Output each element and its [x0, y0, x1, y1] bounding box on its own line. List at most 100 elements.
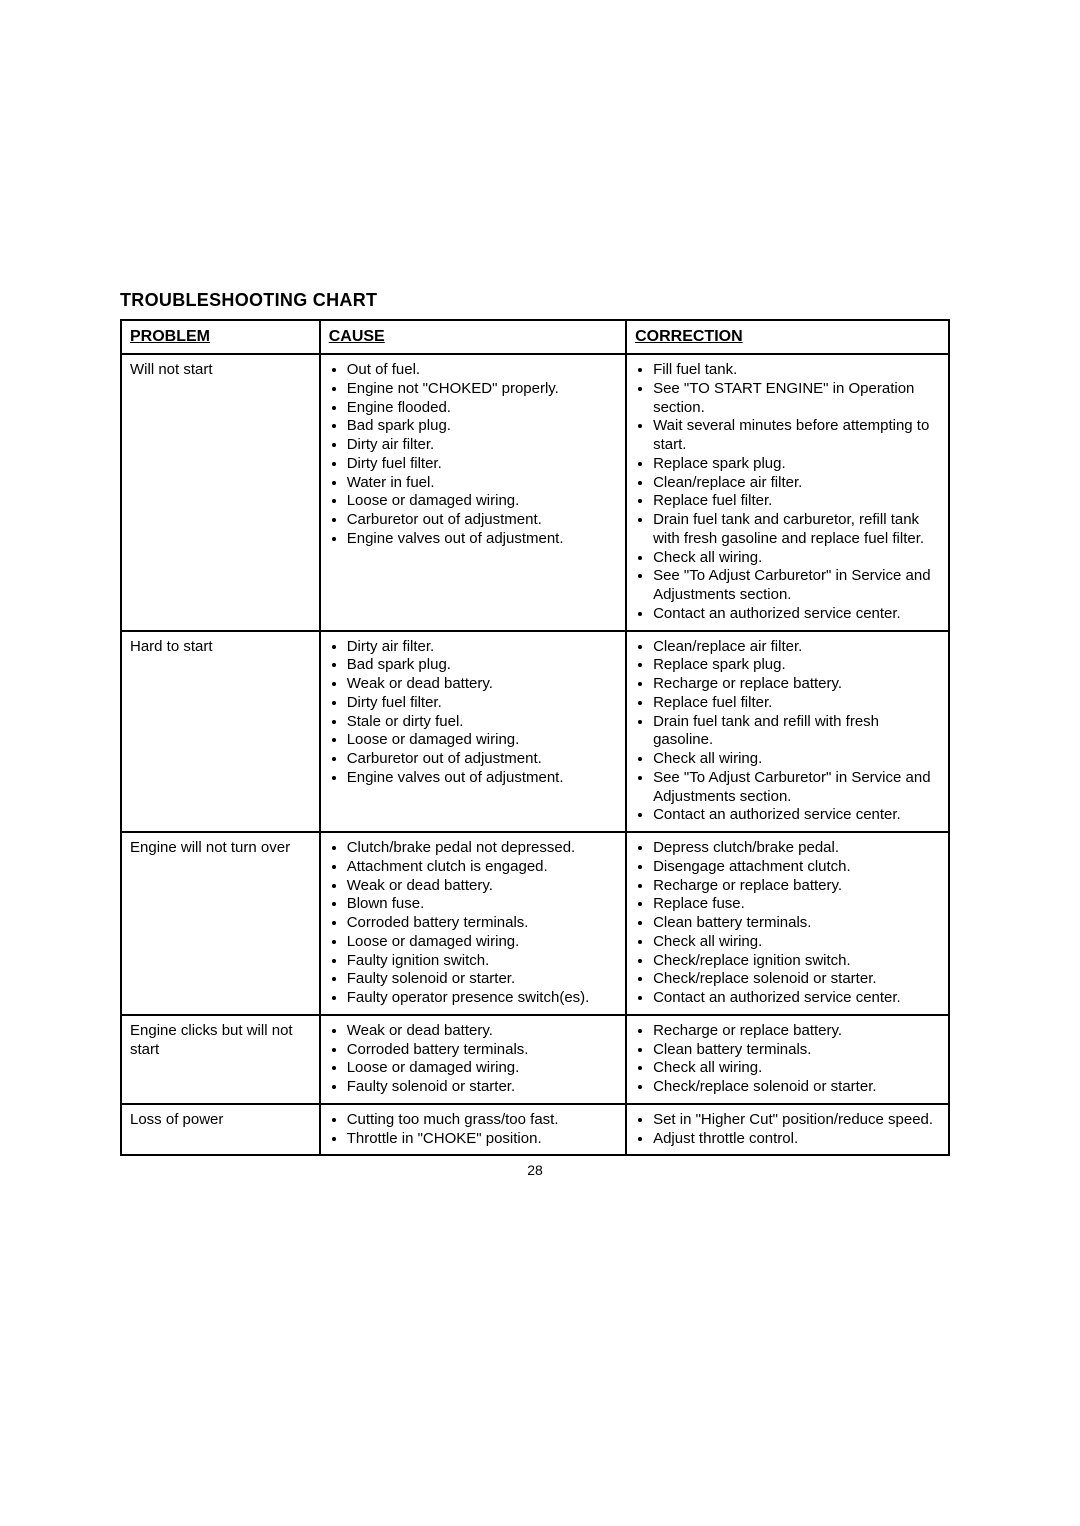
- correction-item: See "TO START ENGINE" in Operation secti…: [653, 380, 940, 418]
- correction-item: Check all wiring.: [653, 750, 940, 769]
- cause-item: Bad spark plug.: [347, 656, 617, 675]
- correction-list: Fill fuel tank.See "TO START ENGINE" in …: [635, 361, 940, 624]
- correction-item: Check/replace ignition switch.: [653, 952, 940, 971]
- cause-item: Weak or dead battery.: [347, 1022, 617, 1041]
- cause-item: Throttle in "CHOKE" position.: [347, 1130, 617, 1149]
- cause-cell: Out of fuel.Engine not "CHOKED" properly…: [320, 354, 626, 631]
- cause-item: Dirty air filter.: [347, 436, 617, 455]
- correction-item: Clean battery terminals.: [653, 914, 940, 933]
- cause-item: Engine valves out of adjustment.: [347, 530, 617, 549]
- correction-cell: Depress clutch/brake pedal.Disengage att…: [626, 832, 949, 1015]
- cause-item: Engine valves out of adjustment.: [347, 769, 617, 788]
- troubleshooting-table: PROBLEM CAUSE CORRECTION Will not start O…: [120, 319, 950, 1156]
- correction-item: Check all wiring.: [653, 549, 940, 568]
- correction-item: Clean/replace air filter.: [653, 638, 940, 657]
- cause-item: Faulty ignition switch.: [347, 952, 617, 971]
- cause-item: Dirty fuel filter.: [347, 694, 617, 713]
- table-header-row: PROBLEM CAUSE CORRECTION: [121, 320, 949, 354]
- cause-item: Faulty operator presence switch(es).: [347, 989, 617, 1008]
- cause-item: Corroded battery terminals.: [347, 914, 617, 933]
- correction-item: Check/replace solenoid or starter.: [653, 1078, 940, 1097]
- cause-cell: Cutting too much grass/too fast.Throttle…: [320, 1104, 626, 1156]
- cause-list: Clutch/brake pedal not depressed.Attachm…: [329, 839, 617, 1008]
- header-problem: PROBLEM: [121, 320, 320, 354]
- table-row: Will not start Out of fuel.Engine not "CH…: [121, 354, 949, 631]
- cause-item: Dirty fuel filter.: [347, 455, 617, 474]
- cause-item: Out of fuel.: [347, 361, 617, 380]
- problem-label: Loss of power: [130, 1111, 223, 1128]
- correction-cell: Recharge or replace battery.Clean batter…: [626, 1015, 949, 1104]
- correction-item: See "To Adjust Carburetor" in Service an…: [653, 769, 940, 807]
- cause-list: Out of fuel.Engine not "CHOKED" properly…: [329, 361, 617, 549]
- cause-item: Loose or damaged wiring.: [347, 492, 617, 511]
- cause-cell: Clutch/brake pedal not depressed.Attachm…: [320, 832, 626, 1015]
- problem-cell: Engine will not turn over: [121, 832, 320, 1015]
- cause-item: Water in fuel.: [347, 474, 617, 493]
- correction-item: Recharge or replace battery.: [653, 675, 940, 694]
- correction-item: Drain fuel tank and carburetor, refill t…: [653, 511, 940, 549]
- cause-item: Corroded battery terminals.: [347, 1041, 617, 1060]
- correction-item: Replace fuel filter.: [653, 694, 940, 713]
- correction-list: Set in "Higher Cut" position/reduce spee…: [635, 1111, 940, 1149]
- cause-item: Faulty solenoid or starter.: [347, 970, 617, 989]
- correction-item: Fill fuel tank.: [653, 361, 940, 380]
- correction-cell: Clean/replace air filter.Replace spark p…: [626, 631, 949, 833]
- correction-list: Clean/replace air filter.Replace spark p…: [635, 638, 940, 826]
- cause-item: Dirty air filter.: [347, 638, 617, 657]
- correction-item: Contact an authorized service center.: [653, 989, 940, 1008]
- cause-item: Cutting too much grass/too fast.: [347, 1111, 617, 1130]
- cause-item: Bad spark plug.: [347, 417, 617, 436]
- problem-label: Engine will not turn over: [130, 839, 290, 856]
- problem-cell: Hard to start: [121, 631, 320, 833]
- cause-cell: Weak or dead battery.Corroded battery te…: [320, 1015, 626, 1104]
- correction-item: Depress clutch/brake pedal.: [653, 839, 940, 858]
- table-row: Engine will not turn over Clutch/brake pe…: [121, 832, 949, 1015]
- cause-item: Loose or damaged wiring.: [347, 731, 617, 750]
- cause-item: Loose or damaged wiring.: [347, 1059, 617, 1078]
- cause-cell: Dirty air filter.Bad spark plug.Weak or …: [320, 631, 626, 833]
- problem-cell: Engine clicks but will not start: [121, 1015, 320, 1104]
- cause-item: Faulty solenoid or starter.: [347, 1078, 617, 1097]
- cause-item: Loose or damaged wiring.: [347, 933, 617, 952]
- cause-item: Engine not "CHOKED" properly.: [347, 380, 617, 399]
- correction-item: Wait several minutes before attempting t…: [653, 417, 940, 455]
- correction-item: Set in "Higher Cut" position/reduce spee…: [653, 1111, 940, 1130]
- problem-label: Hard to start: [130, 638, 213, 655]
- correction-list: Depress clutch/brake pedal.Disengage att…: [635, 839, 940, 1008]
- correction-item: Drain fuel tank and refill with fresh ga…: [653, 713, 940, 751]
- correction-cell: Set in "Higher Cut" position/reduce spee…: [626, 1104, 949, 1156]
- cause-item: Weak or dead battery.: [347, 675, 617, 694]
- cause-item: Attachment clutch is engaged.: [347, 858, 617, 877]
- table-row: Engine clicks but will not start Weak or …: [121, 1015, 949, 1104]
- correction-item: Clean/replace air filter.: [653, 474, 940, 493]
- correction-item: Replace fuel filter.: [653, 492, 940, 511]
- correction-item: Recharge or replace battery.: [653, 1022, 940, 1041]
- correction-item: Contact an authorized service center.: [653, 605, 940, 624]
- problem-label: Will not start: [130, 361, 213, 378]
- correction-item: Recharge or replace battery.: [653, 877, 940, 896]
- correction-item: See "To Adjust Carburetor" in Service an…: [653, 567, 940, 605]
- problem-cell: Loss of power: [121, 1104, 320, 1156]
- problem-label: Engine clicks but will not start: [130, 1022, 293, 1058]
- correction-list: Recharge or replace battery.Clean batter…: [635, 1022, 940, 1097]
- page-title: TROUBLESHOOTING CHART: [120, 290, 950, 311]
- cause-item: Blown fuse.: [347, 895, 617, 914]
- correction-item: Replace fuse.: [653, 895, 940, 914]
- cause-item: Stale or dirty fuel.: [347, 713, 617, 732]
- table-row: Hard to start Dirty air filter.Bad spark …: [121, 631, 949, 833]
- correction-item: Check/replace solenoid or starter.: [653, 970, 940, 989]
- table-row: Loss of power Cutting too much grass/too …: [121, 1104, 949, 1156]
- correction-item: Clean battery terminals.: [653, 1041, 940, 1060]
- cause-list: Cutting too much grass/too fast.Throttle…: [329, 1111, 617, 1149]
- page-number: 28: [120, 1162, 950, 1178]
- correction-item: Contact an authorized service center.: [653, 806, 940, 825]
- cause-list: Dirty air filter.Bad spark plug.Weak or …: [329, 638, 617, 788]
- correction-item: Adjust throttle control.: [653, 1130, 940, 1149]
- correction-item: Replace spark plug.: [653, 455, 940, 474]
- cause-item: Carburetor out of adjustment.: [347, 511, 617, 530]
- cause-item: Engine flooded.: [347, 399, 617, 418]
- correction-cell: Fill fuel tank.See "TO START ENGINE" in …: [626, 354, 949, 631]
- header-cause: CAUSE: [320, 320, 626, 354]
- cause-list: Weak or dead battery.Corroded battery te…: [329, 1022, 617, 1097]
- cause-item: Weak or dead battery.: [347, 877, 617, 896]
